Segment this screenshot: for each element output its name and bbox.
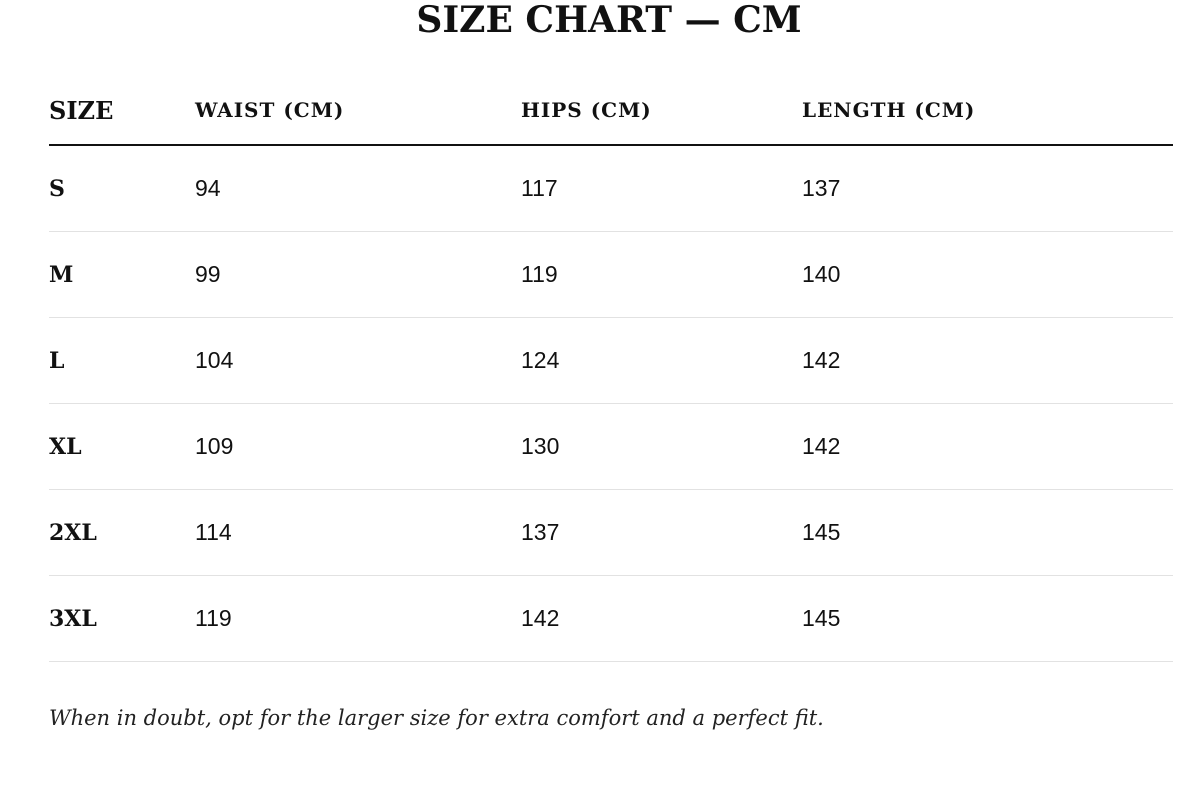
measurement-cell: 94 xyxy=(195,145,521,232)
measurement-cell: 142 xyxy=(802,403,1173,490)
title: SIZE CHART — CM xyxy=(416,0,802,41)
size-cell: S xyxy=(49,145,195,232)
measurement-cell: 114 xyxy=(195,489,521,576)
size-cell: XL xyxy=(49,403,195,490)
table-body: S 94 117 137 M 99 119 140 L 104 124 142 XL 109 130 142 2… xyxy=(49,145,1173,662)
column-header: HIPS (CM) xyxy=(521,76,802,146)
size-cell: L xyxy=(49,317,195,404)
measurement-cell: 119 xyxy=(521,231,802,318)
column-header: WAIST (CM) xyxy=(195,76,521,146)
table-row: 3XL 119 142 145 xyxy=(49,575,1173,662)
table-row: 2XL 114 137 145 xyxy=(49,489,1173,576)
measurement-cell: 140 xyxy=(802,231,1173,318)
measurement-cell: 104 xyxy=(195,317,521,404)
measurement-cell: 117 xyxy=(521,145,802,232)
measurement-cell: 137 xyxy=(802,145,1173,232)
size-table: SIZE WAIST (CM) HIPS (CM) LENGTH (CM) S 94 11… xyxy=(49,76,1173,662)
table-row: S 94 117 137 xyxy=(49,145,1173,232)
measurement-cell: 137 xyxy=(521,489,802,576)
size-cell: M xyxy=(49,231,195,318)
column-header: SIZE xyxy=(49,76,195,146)
measurement-cell: 142 xyxy=(521,575,802,662)
measurement-cell: 142 xyxy=(802,317,1173,404)
note: When in doubt, opt for the larger size f… xyxy=(49,706,824,730)
measurement-cell: 119 xyxy=(195,575,521,662)
column-header: LENGTH (CM) xyxy=(802,76,1173,146)
size-cell: 3XL xyxy=(49,575,195,662)
table-row: XL 109 130 142 xyxy=(49,403,1173,490)
measurement-cell: 145 xyxy=(802,489,1173,576)
measurement-cell: 109 xyxy=(195,403,521,490)
header-row: SIZE WAIST (CM) HIPS (CM) LENGTH (CM) xyxy=(49,76,1173,146)
measurement-cell: 124 xyxy=(521,317,802,404)
table-row: M 99 119 140 xyxy=(49,231,1173,318)
table-row: L 104 124 142 xyxy=(49,317,1173,404)
size-cell: 2XL xyxy=(49,489,195,576)
measurement-cell: 99 xyxy=(195,231,521,318)
measurement-cell: 145 xyxy=(802,575,1173,662)
measurement-cell: 130 xyxy=(521,403,802,490)
